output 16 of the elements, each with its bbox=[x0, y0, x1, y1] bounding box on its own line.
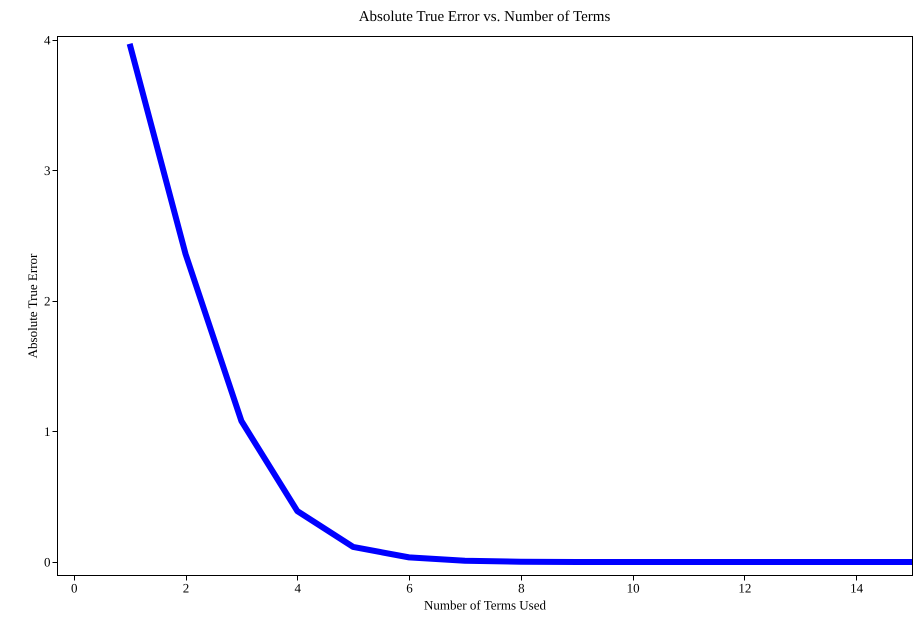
x-tick-label: 8 bbox=[518, 580, 525, 596]
x-tick-label: 4 bbox=[294, 580, 302, 596]
x-tick-label: 12 bbox=[738, 580, 752, 596]
y-tick-label: 0 bbox=[44, 554, 50, 570]
y-tick-label: 1 bbox=[44, 424, 50, 439]
x-tick-label: 14 bbox=[850, 580, 864, 596]
y-axis-title: Absolute True Error bbox=[25, 252, 40, 358]
x-tick-label: 6 bbox=[406, 580, 414, 596]
chart-title: Absolute True Error vs. Number of Terms bbox=[358, 8, 610, 25]
x-tick-label: 0 bbox=[71, 580, 78, 596]
x-tick-label: 10 bbox=[626, 580, 640, 596]
x-axis-title: Number of Terms Used bbox=[424, 598, 546, 612]
x-tick-label: 2 bbox=[182, 580, 190, 596]
y-tick-label: 2 bbox=[44, 293, 50, 308]
y-tick-label: 3 bbox=[44, 162, 50, 178]
y-tick-label: 4 bbox=[44, 32, 51, 48]
